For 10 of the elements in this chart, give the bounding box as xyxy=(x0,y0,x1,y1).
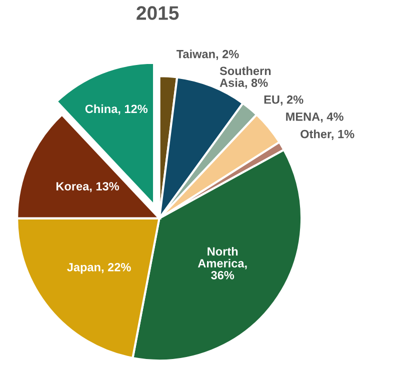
slice-label: Korea, 13% xyxy=(56,182,120,192)
chart-title: 2015 xyxy=(136,6,179,20)
slice-label: MENA, 4% xyxy=(286,112,344,123)
slice-label: EU, 2% xyxy=(264,95,304,106)
slice-label: North America, 36% xyxy=(198,246,247,280)
slice-label: Southern Asia, 8% xyxy=(220,66,271,89)
slice-label: Taiwan, 2% xyxy=(176,50,239,60)
slice-label: China, 12% xyxy=(85,104,148,115)
slice-label: Other, 1% xyxy=(300,130,354,140)
slice-label: Japan, 22% xyxy=(67,263,131,274)
